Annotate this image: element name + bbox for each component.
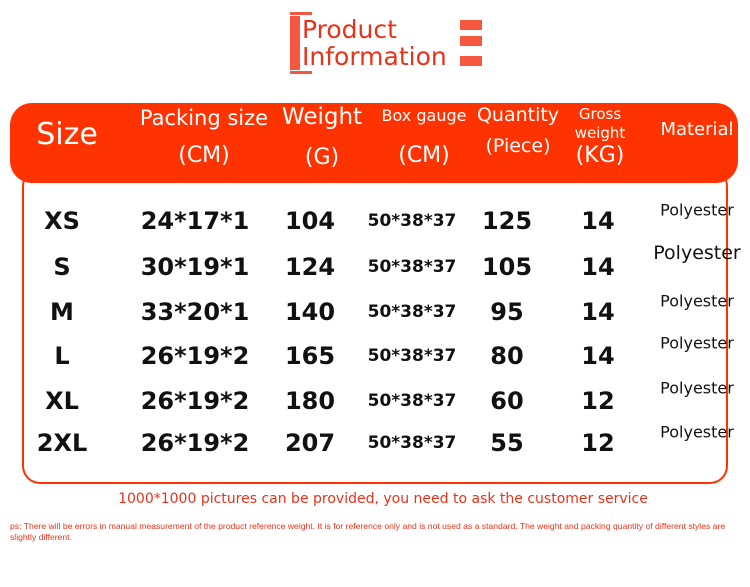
cell-material: Polyester xyxy=(660,200,734,220)
cell-quantity: 55 xyxy=(490,429,524,457)
header-gross-line-2: weight xyxy=(574,124,626,142)
cell-packing-size: 26*19*2 xyxy=(140,387,250,415)
cell-gross-weight: 14 xyxy=(581,342,615,370)
cell-material: Polyester xyxy=(660,378,734,398)
cell-size: XS xyxy=(44,207,80,235)
cell-gross-weight: 14 xyxy=(581,253,615,281)
header-quantity-line-2: (Piece) xyxy=(485,135,551,157)
cell-packing-size: 33*20*1 xyxy=(140,298,250,326)
cell-box-gauge: 50*38*37 xyxy=(367,346,457,366)
header-packing-line-1: Packing size xyxy=(139,106,269,130)
cell-box-gauge: 50*38*37 xyxy=(367,302,457,322)
title-logo: Product Information xyxy=(290,12,486,74)
cell-packing-size: 26*19*2 xyxy=(140,342,250,370)
cell-gross-weight: 14 xyxy=(581,207,615,235)
title-line-1: Product xyxy=(302,15,397,44)
cell-quantity: 125 xyxy=(481,207,533,235)
cell-gross-weight: 12 xyxy=(581,387,615,415)
cell-quantity: 80 xyxy=(490,342,524,370)
table-header-bar xyxy=(10,103,738,183)
cell-weight: 124 xyxy=(284,253,336,281)
header-size-line-1: Size xyxy=(36,117,98,152)
header-box-line-1: Box gauge xyxy=(381,106,467,125)
header-gross-line-1: Gross xyxy=(578,105,622,123)
cell-packing-size: 26*19*2 xyxy=(140,429,250,457)
cell-material: Polyester xyxy=(660,333,734,353)
header-packing-line-2: (CM) xyxy=(178,143,230,168)
cell-box-gauge: 50*38*37 xyxy=(367,257,457,277)
cell-quantity: 105 xyxy=(481,253,533,281)
cell-quantity: 95 xyxy=(490,298,524,326)
cell-size: XL xyxy=(45,387,79,415)
cell-weight: 140 xyxy=(284,298,336,326)
pictures-note: 1000*1000 pictures can be provided, you … xyxy=(118,491,648,507)
header-box-line-2: (CM) xyxy=(398,143,450,168)
table-border xyxy=(22,168,728,484)
title-line-2: Information xyxy=(302,42,447,71)
cell-size: S xyxy=(53,253,71,281)
cell-box-gauge: 50*38*37 xyxy=(367,433,457,453)
cell-box-gauge: 50*38*37 xyxy=(367,391,457,411)
cell-weight: 180 xyxy=(284,387,336,415)
cell-weight: 207 xyxy=(284,429,336,457)
cell-size: 2XL xyxy=(36,429,88,457)
ps-note: ps: There will be errors in manual measu… xyxy=(10,521,726,542)
cell-packing-size: 24*17*1 xyxy=(140,207,250,235)
cell-material: Polyester xyxy=(660,422,734,442)
cell-box-gauge: 50*38*37 xyxy=(367,211,457,231)
cell-material: Polyester xyxy=(660,291,734,311)
cell-gross-weight: 14 xyxy=(581,298,615,326)
header-material-line-1: Material xyxy=(660,119,734,140)
cell-material: Polyester xyxy=(653,242,741,264)
cell-quantity: 60 xyxy=(490,387,524,415)
cell-size: M xyxy=(50,298,74,326)
cell-weight: 104 xyxy=(284,207,336,235)
header-weight-line-1: Weight xyxy=(281,104,363,130)
header-quantity-line-1: Quantity xyxy=(476,104,560,126)
cell-weight: 165 xyxy=(284,342,336,370)
cell-size: L xyxy=(54,342,70,370)
header-gross-line-3: (KG) xyxy=(575,143,625,168)
cell-gross-weight: 12 xyxy=(581,429,615,457)
header-weight-line-2: (G) xyxy=(304,145,340,170)
cell-packing-size: 30*19*1 xyxy=(140,253,250,281)
